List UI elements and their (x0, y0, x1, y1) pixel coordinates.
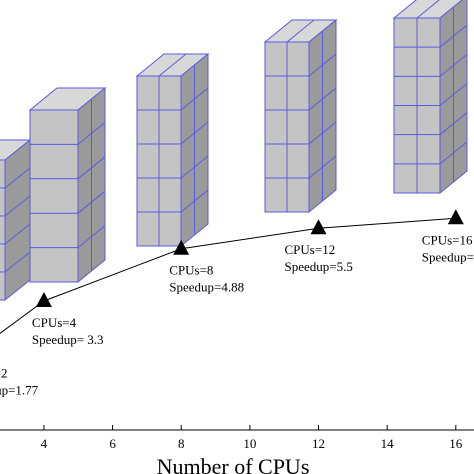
block-front (0, 159, 6, 301)
point-label: Speedup=5.5 (285, 259, 353, 274)
block-line (4, 195, 31, 217)
point-label: CPUs=12 (285, 242, 336, 257)
point-label: CPUs=16 (422, 232, 473, 247)
point-label: Speedup=5.8 (422, 249, 474, 264)
x-tick-label: 16 (449, 436, 463, 451)
point-label: CPUs=2 (0, 366, 7, 381)
block-side (4, 138, 31, 302)
x-tick-label: 14 (381, 436, 395, 451)
x-tick-label: 6 (109, 436, 116, 451)
marker (35, 292, 52, 307)
block-line (4, 251, 31, 273)
point-label: CPUs=4 (32, 315, 77, 330)
block-line (158, 53, 187, 77)
point-label: Speedup= 3.3 (32, 332, 104, 347)
marker (310, 219, 327, 235)
point-label: Speedup=4.88 (169, 280, 244, 295)
x-tick-label: 4 (41, 436, 48, 451)
point-label: CPUs=8 (169, 263, 213, 278)
block-front (29, 109, 79, 283)
x-axis-title: Number of CPUs (157, 454, 310, 474)
block-line (286, 19, 315, 43)
x-tick-label: 8 (178, 436, 185, 451)
block-line (4, 167, 31, 189)
illustrations (0, 0, 468, 302)
block-line (416, 0, 440, 19)
point-label: Speedup=1.77 (0, 383, 39, 398)
x-tick-label: 12 (312, 436, 325, 451)
x-tick-label: 10 (243, 436, 256, 451)
block-line (4, 223, 31, 245)
marker (173, 239, 190, 255)
marker (447, 209, 464, 225)
